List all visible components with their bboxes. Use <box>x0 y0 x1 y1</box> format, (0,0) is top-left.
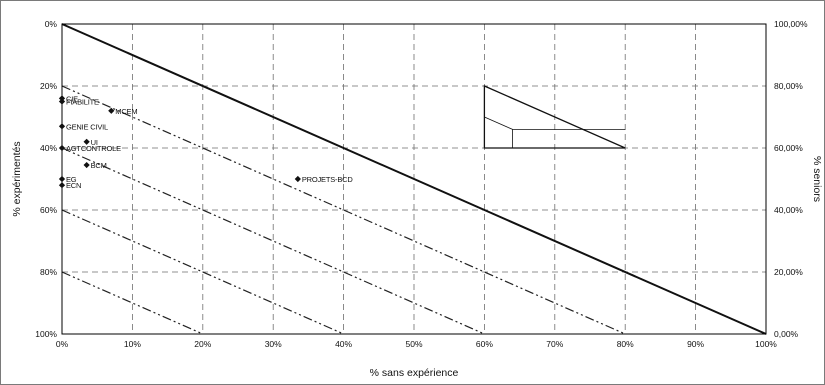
y-tick-label: 20% <box>40 81 57 91</box>
x-tick-label: 0% <box>56 339 69 349</box>
data-point-label: EG <box>66 175 77 184</box>
iso-seniors-line <box>61 209 344 335</box>
x-tick-label: 80% <box>617 339 634 349</box>
y-tick-label: 80% <box>40 267 57 277</box>
data-point-label: CIE <box>66 94 78 103</box>
data-point-label: MCEM <box>115 107 137 116</box>
data-point <box>58 175 66 183</box>
x-tick-label: 100% <box>755 339 777 349</box>
x-axis-title: % sans expérience <box>370 367 459 379</box>
data-point-label: UI <box>91 138 98 147</box>
data-point-label: ECN <box>66 181 81 190</box>
iso-seniors-line <box>61 271 204 335</box>
x-tick-label: 50% <box>405 339 422 349</box>
main-diagonal <box>61 23 767 335</box>
data-point-label: FIABILITE <box>66 98 99 107</box>
x-tick-label: 60% <box>476 339 493 349</box>
iso-seniors-line <box>61 85 626 335</box>
data-point <box>58 98 66 105</box>
x-tick-label: 30% <box>265 339 282 349</box>
data-point <box>108 107 115 114</box>
data-point <box>58 182 66 189</box>
x-axis-ticks: 0% 10% 20% 30% 40% 50% 60% 70% 80% 90% 100% <box>56 339 777 349</box>
y-axis-ticks: 0% 20% 40% 60% 80% 100% <box>35 19 57 339</box>
y2-tick-label: 100,00% <box>774 19 808 29</box>
x-tick-label: 20% <box>194 339 211 349</box>
y-tick-label: 60% <box>40 205 57 215</box>
y-tick-label: 0% <box>45 19 58 29</box>
y2-axis-ticks: 100,00% 80,00% 60,00% 40,00% 20,00% 0,00% <box>774 19 808 339</box>
y2-tick-label: 60,00% <box>774 143 803 153</box>
y2-tick-label: 0,00% <box>774 329 799 339</box>
iso-seniors-lines <box>61 85 626 335</box>
data-point-label: PROJETS-BCD <box>302 175 354 184</box>
data-point-label: BCM <box>91 161 107 170</box>
y-tick-label: 40% <box>40 143 57 153</box>
x-tick-label: 70% <box>546 339 563 349</box>
data-point <box>58 144 66 152</box>
x-tick-label: 90% <box>687 339 704 349</box>
data-point <box>83 161 90 169</box>
y2-axis-title: % seniors <box>811 156 823 202</box>
y-tick-label: 100% <box>35 329 57 339</box>
y2-tick-label: 80,00% <box>774 81 803 91</box>
y2-tick-label: 40,00% <box>774 205 803 215</box>
y-axis-title: % expérimentés <box>11 141 23 216</box>
data-point-label: GENIE CIVIL <box>66 122 108 131</box>
data-point-label: AGTCONTROLE <box>66 144 121 153</box>
legend-inset <box>483 85 626 149</box>
data-point <box>83 138 90 145</box>
y2-tick-label: 20,00% <box>774 267 803 277</box>
x-tick-label: 40% <box>335 339 352 349</box>
x-tick-label: 10% <box>124 339 141 349</box>
